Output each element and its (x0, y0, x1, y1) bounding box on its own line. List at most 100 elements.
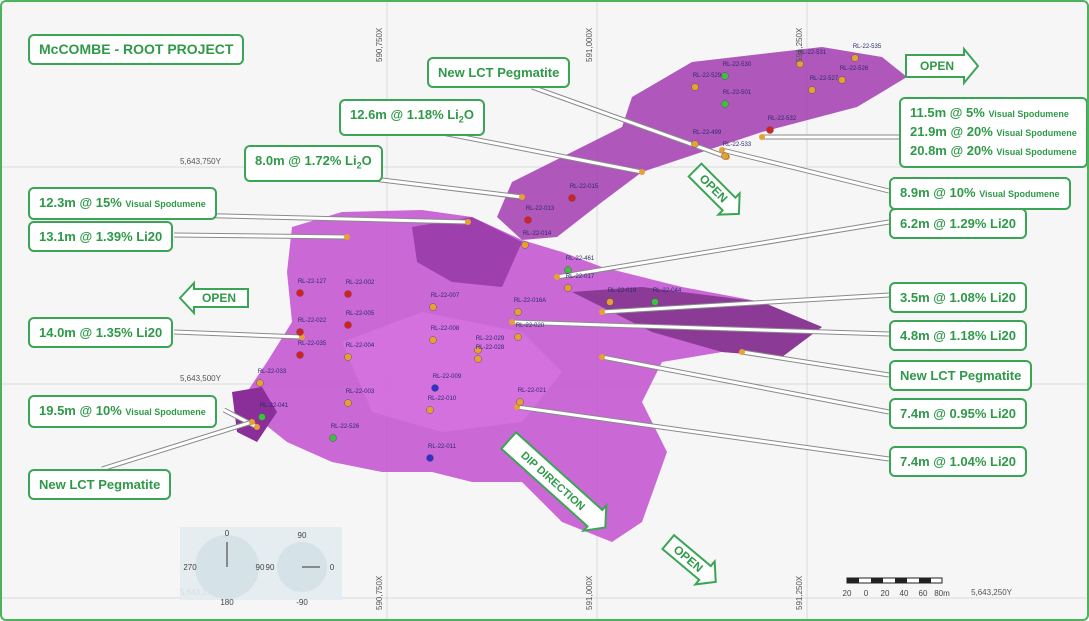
drillhole-label: RL-22-021 (518, 388, 547, 394)
callout-text: New LCT Pegmatite (438, 65, 560, 80)
drillhole-label: RL-22-009 (433, 374, 462, 380)
callout-line: 4.8m @ 1.18% Li20 (900, 327, 1016, 344)
leader (741, 350, 890, 377)
drillhole (721, 152, 729, 160)
drillhole (796, 60, 804, 68)
leader-end (599, 354, 605, 360)
easting-label: 590,750X (375, 575, 384, 610)
callout-text: New LCT Pegmatite (900, 368, 1022, 383)
callout-text: 13.1m @ 1.39% Li20 (39, 229, 163, 244)
callout: 8.0m @ 1.72% Li2O (244, 145, 383, 182)
callout: 7.4m @ 0.95% Li20 (889, 398, 1028, 429)
callout-text: 20.8m @ 20% (910, 143, 993, 158)
callout-text: Visual Spodumene (988, 109, 1069, 119)
leader-end (554, 274, 560, 280)
callout-text: 2 (356, 160, 362, 171)
drillhole-label: RL-22-461 (566, 256, 595, 262)
leader (511, 320, 890, 336)
scale-label: 20 (881, 589, 890, 598)
compass (180, 527, 342, 600)
leader (173, 330, 303, 339)
callout-text: 6.2m @ 1.29% Li20 (900, 216, 1017, 231)
callout-text: 11.5m @ 5% (910, 105, 985, 120)
drillhole (514, 333, 522, 341)
drillhole-label: RL-22-017 (566, 274, 595, 280)
callout-text: 4.8m @ 1.18% Li20 (900, 328, 1017, 343)
leader-end (344, 234, 350, 240)
callout-line: 19.5m @ 10% Visual Spodumene (39, 402, 206, 421)
callout-line: 8.0m @ 1.72% Li2O (255, 152, 372, 175)
drillhole-label: RL-22-527 (810, 76, 839, 82)
callout-line: 7.4m @ 1.04% Li20 (900, 453, 1016, 470)
callout: 13.1m @ 1.39% Li20 (28, 221, 174, 252)
callout-line: 7.4m @ 0.95% Li20 (900, 405, 1016, 422)
callout: 7.4m @ 1.04% Li20 (889, 446, 1028, 477)
arrow-shape (661, 533, 717, 586)
callout-text: 8.9m @ 10% (900, 185, 976, 200)
callout-text: 14.0m @ 1.35% Li20 (39, 325, 163, 340)
leader-end (759, 134, 765, 140)
arrow: OPEN (905, 46, 980, 86)
drillhole (256, 379, 264, 387)
arrow-label: OPEN (202, 291, 236, 305)
drillhole-label: RL-22-005 (346, 311, 375, 317)
scale-labels: 20 0 20 40 60 80m (843, 589, 951, 598)
arrow: OPEN (178, 280, 249, 316)
drillhole (296, 328, 304, 336)
compass-label: 0 (330, 563, 335, 572)
callout: 14.0m @ 1.35% Li20 (28, 317, 174, 348)
leader-end (514, 404, 520, 410)
drillhole-label: RL-22-020 (516, 323, 545, 329)
compass-label: 90 (256, 563, 265, 572)
scale-label: 20 (843, 589, 852, 598)
arrow-label: OPEN (920, 59, 954, 73)
callout-line: 21.9m @ 20% Visual Spodumene (910, 123, 1077, 142)
callout-text: Visual Spodumene (125, 199, 206, 209)
title: McCOMBE - ROOT PROJECT (28, 34, 245, 65)
callout-line: 20.8m @ 20% Visual Spodumene (910, 142, 1077, 161)
callout-text: 19.5m @ 10% (39, 403, 122, 418)
compass-label: 0 (225, 529, 230, 538)
drillhole (838, 76, 846, 84)
drillhole-label: RL-22-041 (260, 403, 289, 409)
callout-line: 8.9m @ 10% Visual Spodumene (900, 184, 1060, 203)
drillhole-label: RL-22-028 (476, 345, 505, 351)
drillhole-label: RL-22-015 (570, 184, 599, 190)
drillhole-label: RL-22-002 (346, 280, 375, 286)
compass-label: 90 (298, 531, 307, 540)
leader-end (599, 309, 605, 315)
drillhole-label: RL-22-033 (258, 369, 287, 375)
drillhole-label: RL-22-010 (428, 396, 457, 402)
callout-text: 21.9m @ 20% (910, 124, 993, 139)
drillhole-label: RL-22-526 (331, 424, 360, 430)
drillhole-label: RL-22-531 (798, 50, 827, 56)
drillhole (296, 351, 304, 359)
drillhole-label: RL-22-019 (608, 288, 637, 294)
arrow-shape (178, 280, 249, 316)
scale-bar (846, 577, 943, 584)
drillhole-label: RL-22-532 (768, 116, 797, 122)
callout-text: O (361, 153, 372, 168)
drillhole (344, 399, 352, 407)
leader (101, 420, 253, 471)
callout: New LCT Pegmatite (427, 57, 571, 88)
compass-label: 270 (183, 563, 197, 572)
drillhole-label: RL-22-029 (476, 336, 505, 342)
drillhole-label: RL-22-014 (523, 231, 552, 237)
drillhole (524, 216, 532, 224)
drillhole (564, 266, 572, 274)
arrow: OPEN (687, 162, 741, 216)
scale-label: 40 (900, 589, 909, 598)
drillhole (851, 54, 859, 62)
callout-line: New LCT Pegmatite (438, 64, 559, 81)
northing-label: 5,643,250Y (971, 588, 1013, 597)
drillhole (429, 336, 437, 344)
drillhole-label: RL-22-016A (514, 298, 546, 304)
drillhole (691, 140, 699, 148)
drillhole-label: RL-22-022 (298, 318, 327, 324)
drillhole-label: RL-22-011 (428, 444, 457, 450)
drillhole (344, 290, 352, 298)
drillhole (691, 83, 699, 91)
